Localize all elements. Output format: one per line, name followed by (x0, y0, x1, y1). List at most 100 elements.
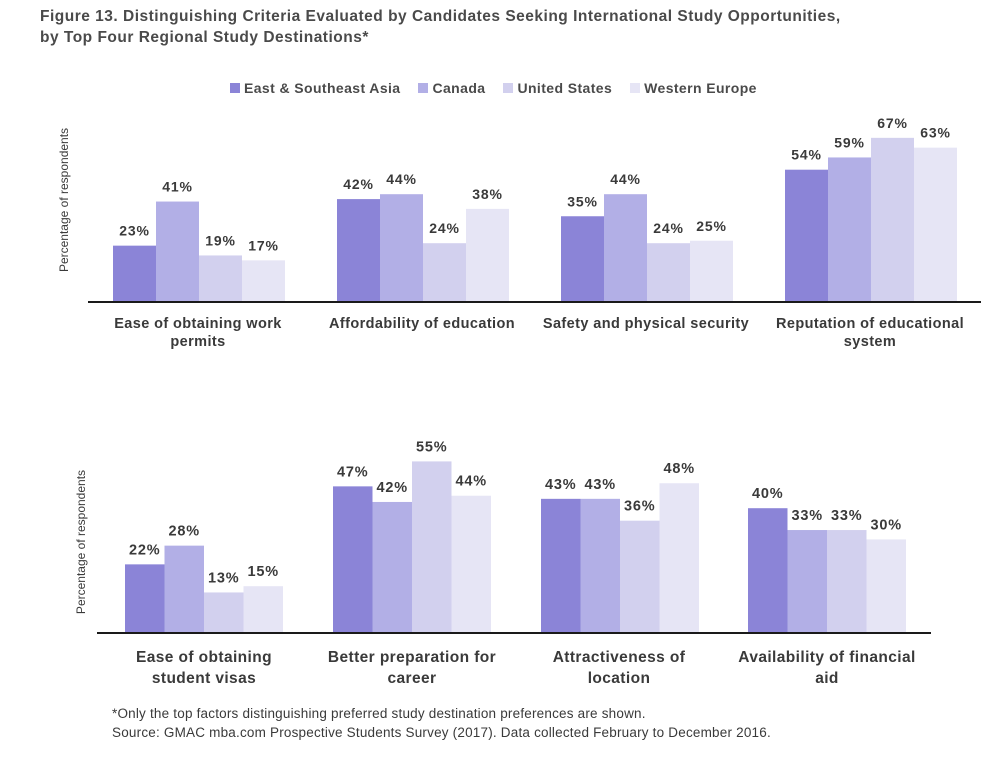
legend-swatch (630, 83, 641, 93)
figure-title: Figure 13. Distinguishing Criteria Evalu… (40, 6, 841, 48)
legend-label: East & Southeast Asia (244, 80, 401, 96)
data-label: 30% (871, 517, 902, 533)
bar (372, 501, 412, 633)
data-label: 33% (792, 508, 823, 524)
data-label: 35% (567, 193, 597, 209)
bar (828, 157, 871, 302)
legend-swatch (503, 83, 514, 93)
legend-swatch (418, 83, 429, 93)
bar (204, 592, 244, 633)
data-label: 13% (208, 570, 239, 586)
category-label: career (388, 670, 437, 687)
data-label: 54% (791, 147, 821, 163)
bar (748, 508, 788, 633)
data-label: 38% (472, 186, 502, 202)
data-label: 15% (248, 564, 279, 580)
bar (337, 199, 380, 302)
category-label: permits (170, 334, 225, 350)
bar (690, 240, 733, 302)
data-label: 59% (834, 134, 864, 150)
data-label: 47% (337, 464, 368, 480)
data-label: 44% (456, 474, 487, 490)
bar (541, 498, 581, 633)
chart-legend: East & Southeast Asia Canada United Stat… (230, 80, 757, 96)
bar (113, 245, 156, 302)
legend-item-canada: Canada (418, 80, 485, 96)
bar (199, 255, 242, 302)
legend-item-east-southeast-asia: East & Southeast Asia (230, 80, 400, 96)
bar (466, 208, 509, 302)
category-label: system (844, 334, 896, 350)
title-line-2: by Top Four Regional Study Destinations* (40, 29, 369, 46)
data-label: 22% (129, 542, 160, 558)
bar (659, 483, 699, 633)
bar (620, 520, 660, 633)
data-label: 24% (653, 220, 683, 236)
bar (243, 586, 283, 633)
category-label: location (588, 670, 651, 687)
legend-label: United States (517, 80, 613, 96)
bar (827, 530, 867, 633)
bar (914, 147, 957, 302)
data-label: 67% (877, 115, 907, 131)
data-label: 55% (416, 439, 447, 455)
legend-label: Canada (432, 80, 486, 96)
bar (242, 260, 285, 302)
bar (451, 495, 491, 633)
footnote-line-2: Source: GMAC mba.com Prospective Student… (112, 725, 771, 740)
bar (164, 545, 204, 633)
bar (561, 216, 604, 302)
y-axis-label: Percentage of respondents (57, 128, 71, 272)
data-label: 63% (920, 125, 950, 141)
category-label: student visas (152, 670, 256, 687)
category-label: Ease of obtaining work (114, 316, 282, 332)
bar (866, 539, 906, 633)
data-label: 33% (831, 508, 862, 524)
data-label: 44% (610, 171, 640, 187)
data-label: 23% (119, 223, 149, 239)
category-label: Attractiveness of (553, 649, 686, 666)
data-label: 28% (169, 524, 200, 540)
legend-label: Western Europe (644, 80, 757, 96)
bar (580, 498, 620, 633)
category-label: Affordability of education (329, 316, 515, 332)
bar (647, 243, 690, 302)
bar (333, 486, 373, 633)
footnote: *Only the top factors distinguishing pre… (112, 704, 771, 742)
category-label: Reputation of educational (776, 316, 964, 332)
data-label: 42% (343, 176, 373, 192)
legend-item-united-states: United States (503, 80, 612, 96)
legend-item-western-europe: Western Europe (630, 80, 757, 96)
category-label: Safety and physical security (543, 316, 749, 332)
data-label: 44% (386, 171, 416, 187)
data-label: 43% (545, 477, 576, 493)
data-label: 24% (429, 220, 459, 236)
y-axis-label: Percentage of respondents (74, 470, 88, 614)
category-label: Ease of obtaining (136, 649, 272, 666)
category-label: Better preparation for (328, 649, 496, 666)
data-label: 43% (585, 477, 616, 493)
data-label: 17% (248, 237, 278, 253)
legend-swatch (230, 83, 240, 93)
data-label: 41% (162, 179, 192, 195)
data-label: 48% (664, 461, 695, 477)
data-label: 36% (624, 499, 655, 515)
footnote-line-1: *Only the top factors distinguishing pre… (112, 706, 646, 721)
bar (380, 194, 423, 302)
bar (423, 243, 466, 302)
data-label: 42% (377, 480, 408, 496)
title-line-1: Figure 13. Distinguishing Criteria Evalu… (40, 8, 841, 25)
bar (156, 201, 199, 302)
data-label: 19% (205, 232, 235, 248)
bar (604, 194, 647, 302)
bar (871, 137, 914, 302)
data-label: 40% (752, 486, 783, 502)
category-label: Availability of financial (738, 649, 915, 666)
bar (787, 530, 827, 633)
category-label: aid (815, 670, 839, 687)
bar (125, 564, 165, 633)
bar (785, 169, 828, 302)
bar (412, 461, 452, 633)
data-label: 25% (696, 218, 726, 234)
